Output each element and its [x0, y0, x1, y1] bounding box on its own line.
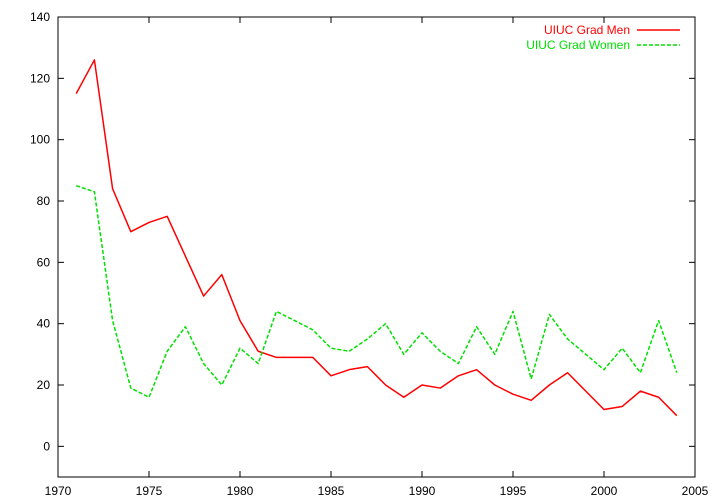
legend-label: UIUC Grad Men — [544, 23, 630, 37]
x-tick-label: 2005 — [682, 484, 709, 498]
y-tick-label: 120 — [30, 71, 50, 85]
y-tick-label: 140 — [30, 10, 50, 24]
x-tick-label: 2000 — [591, 484, 618, 498]
legend-label: UIUC Grad Women — [526, 38, 630, 52]
y-tick-label: 80 — [37, 194, 51, 208]
x-tick-label: 1975 — [136, 484, 163, 498]
axis-tick-labels: 1970 1975 1980 1985 1990 1995 2000 2005 0 20 40 60 8… — [30, 10, 709, 498]
x-tick-label: 1980 — [227, 484, 254, 498]
y-tick-label: 60 — [37, 255, 51, 269]
y-tick-label: 40 — [37, 317, 51, 331]
x-tick-label: 1995 — [500, 484, 527, 498]
x-tick-label: 1985 — [318, 484, 345, 498]
plot-frame — [57, 16, 696, 478]
y-tick-label: 20 — [37, 378, 51, 392]
series-line-men — [75, 59, 678, 417]
y-tick-label: 100 — [30, 133, 50, 147]
series-lines — [75, 59, 678, 417]
x-tick-label: 1990 — [409, 484, 436, 498]
y-tick-label: 0 — [43, 439, 50, 453]
x-tick-label: 1970 — [45, 484, 72, 498]
series-line-women — [75, 184, 678, 399]
axis-ticks — [57, 16, 696, 477]
